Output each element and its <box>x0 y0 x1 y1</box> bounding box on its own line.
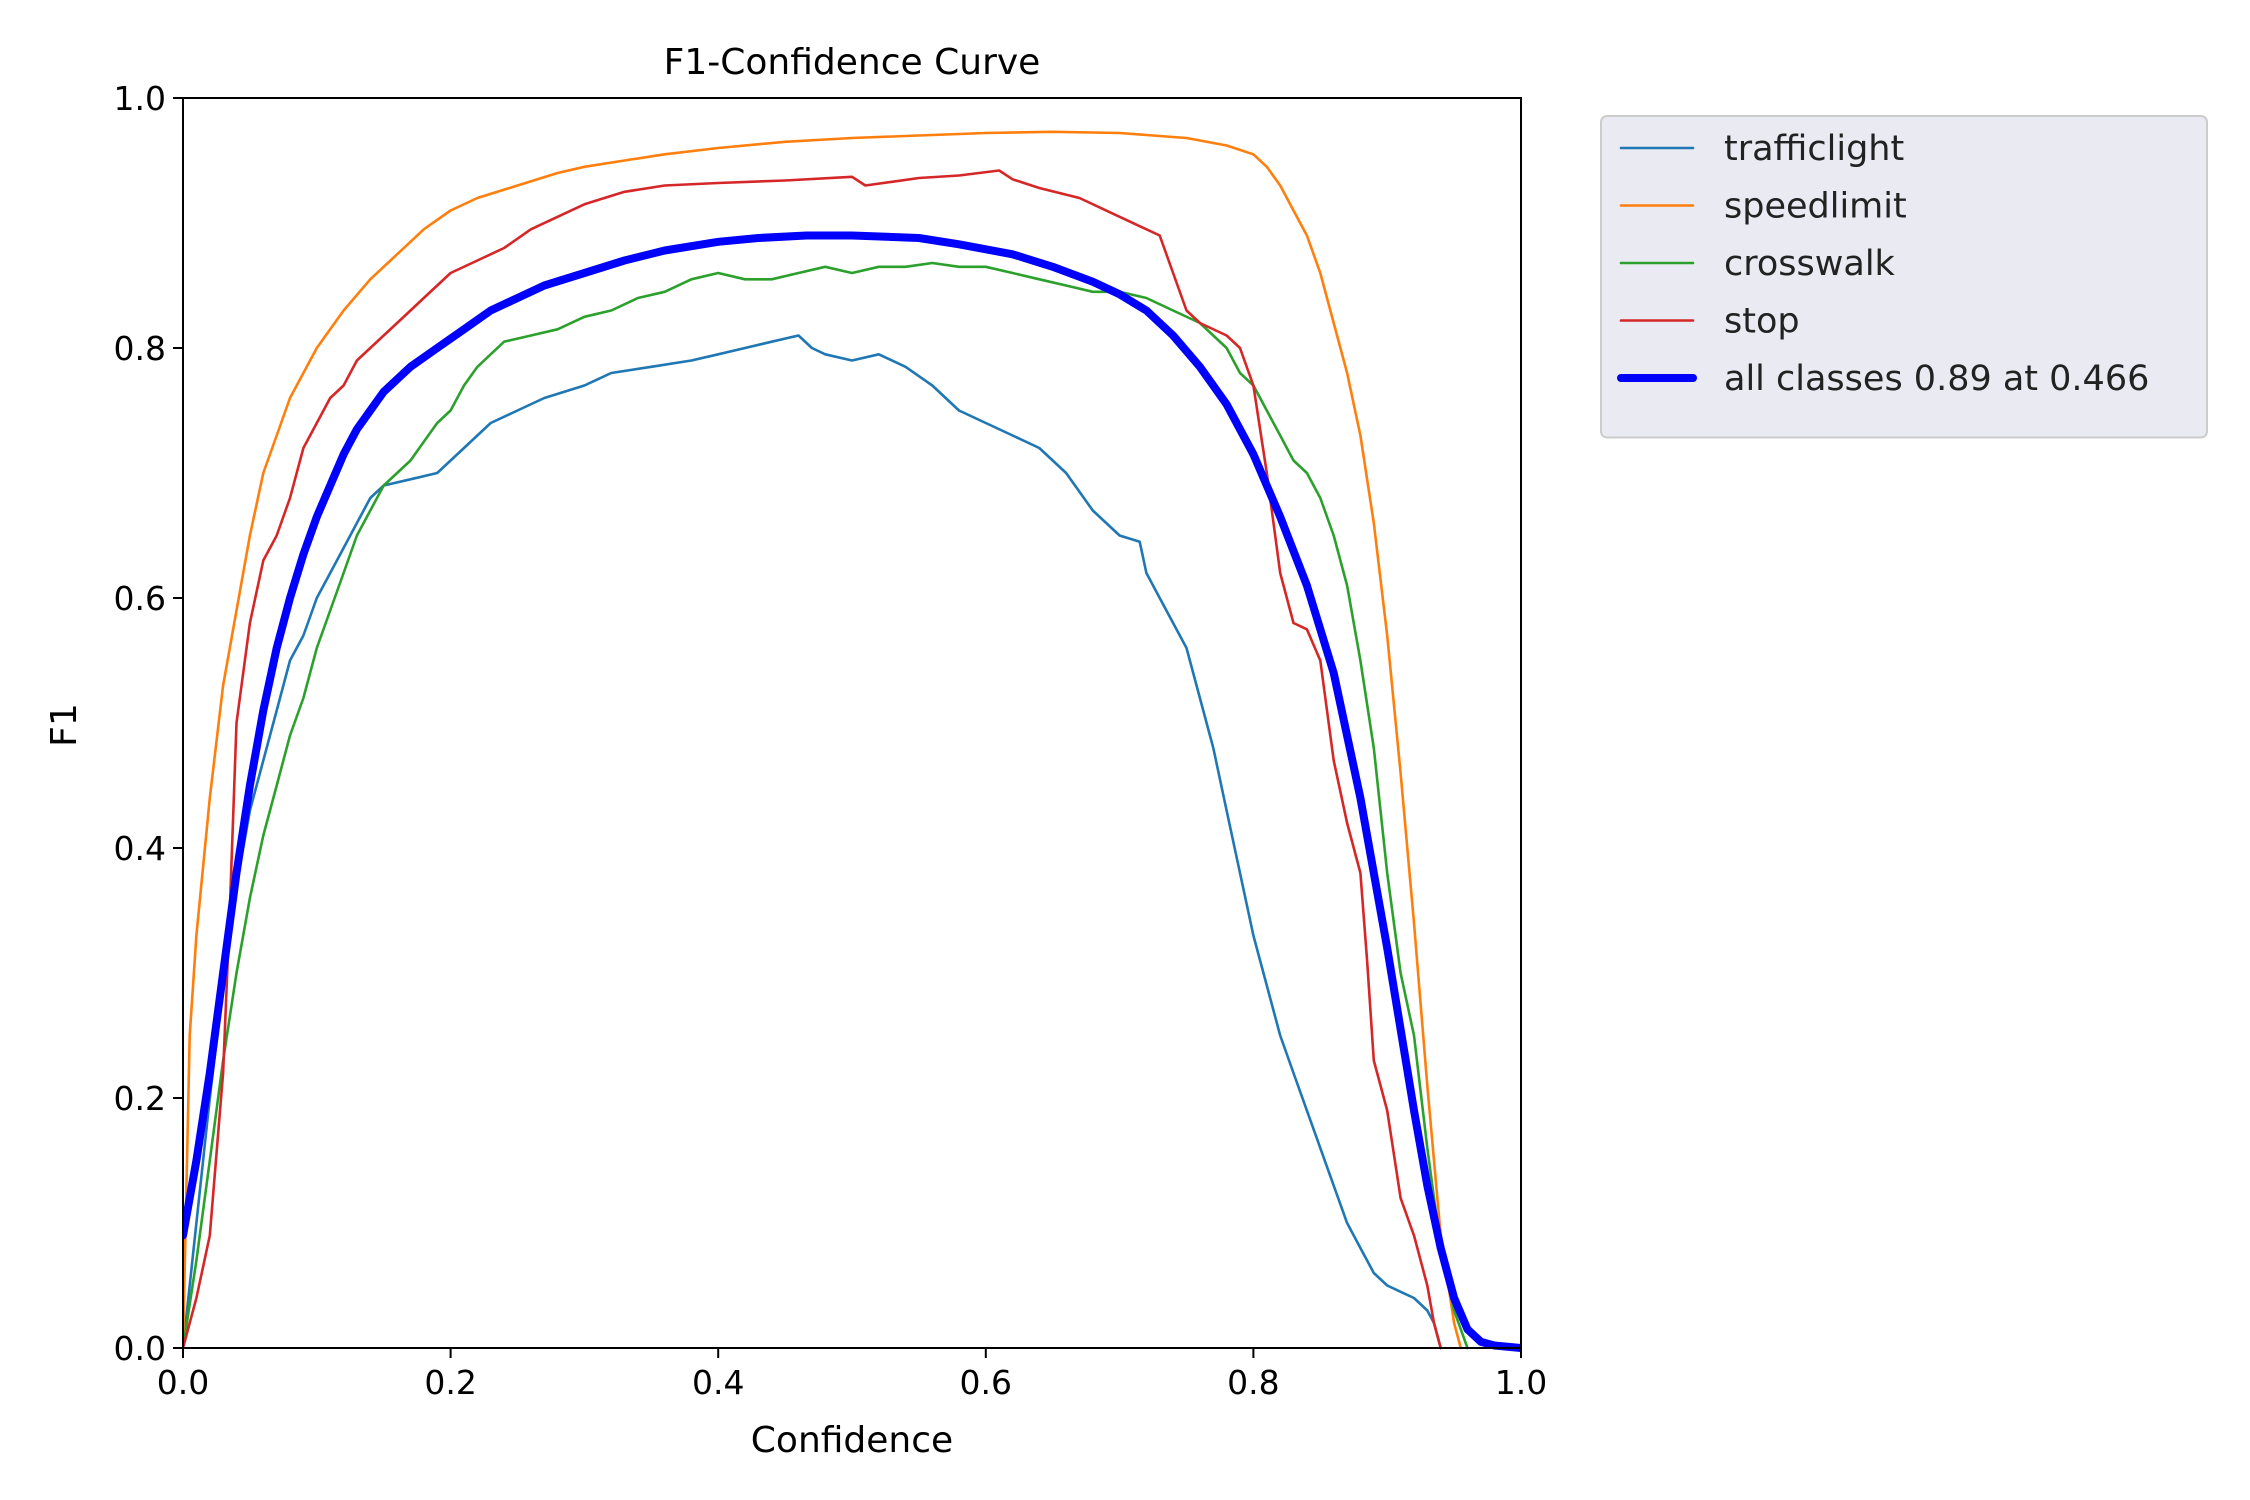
chart-title: F1-Confidence Curve <box>664 42 1041 83</box>
series-line-crosswalk <box>183 261 1469 1350</box>
x-axis-title: Confidence <box>751 1420 953 1461</box>
legend: trafficlight speedlimit crosswalk stop all c… <box>1600 115 2208 439</box>
series-layer <box>183 130 1521 1352</box>
y-tick-label: 1.0 <box>114 79 166 118</box>
series-line-trafficlight <box>183 334 1442 1350</box>
legend-label: trafficlight <box>1724 129 1904 169</box>
y-tick-label: 0.0 <box>114 1329 166 1368</box>
y-tick-label: 0.8 <box>114 329 166 368</box>
x-tick-label: 0.4 <box>692 1363 744 1402</box>
series-line-stop <box>183 169 1442 1350</box>
series-line-speedlimit <box>183 130 1463 1350</box>
x-tick-label: 0.0 <box>157 1363 209 1402</box>
y-tick-label: 0.4 <box>114 829 166 868</box>
x-tick-label: 0.2 <box>424 1363 476 1402</box>
axes-layer: 0.0 0.2 0.4 0.6 0.8 1.0 0.0 0.2 0.4 0.6 0.8 1.0 <box>114 79 1548 1402</box>
legend-label: crosswalk <box>1724 244 1896 284</box>
x-tick-label: 1.0 <box>1495 1363 1547 1402</box>
series-line-all <box>183 231 1521 1352</box>
legend-box <box>1600 115 2208 439</box>
x-tick-label: 0.6 <box>960 1363 1012 1402</box>
legend-label: speedlimit <box>1724 187 1907 227</box>
y-tick-label: 0.6 <box>114 579 166 618</box>
y-axis-title: F1 <box>44 703 85 747</box>
legend-label: all classes 0.89 at 0.466 <box>1724 359 2149 399</box>
y-tick-label: 0.2 <box>114 1079 166 1118</box>
x-tick-label: 0.8 <box>1227 1363 1279 1402</box>
plot-frame <box>182 97 1522 1349</box>
legend-label: stop <box>1724 302 1800 342</box>
